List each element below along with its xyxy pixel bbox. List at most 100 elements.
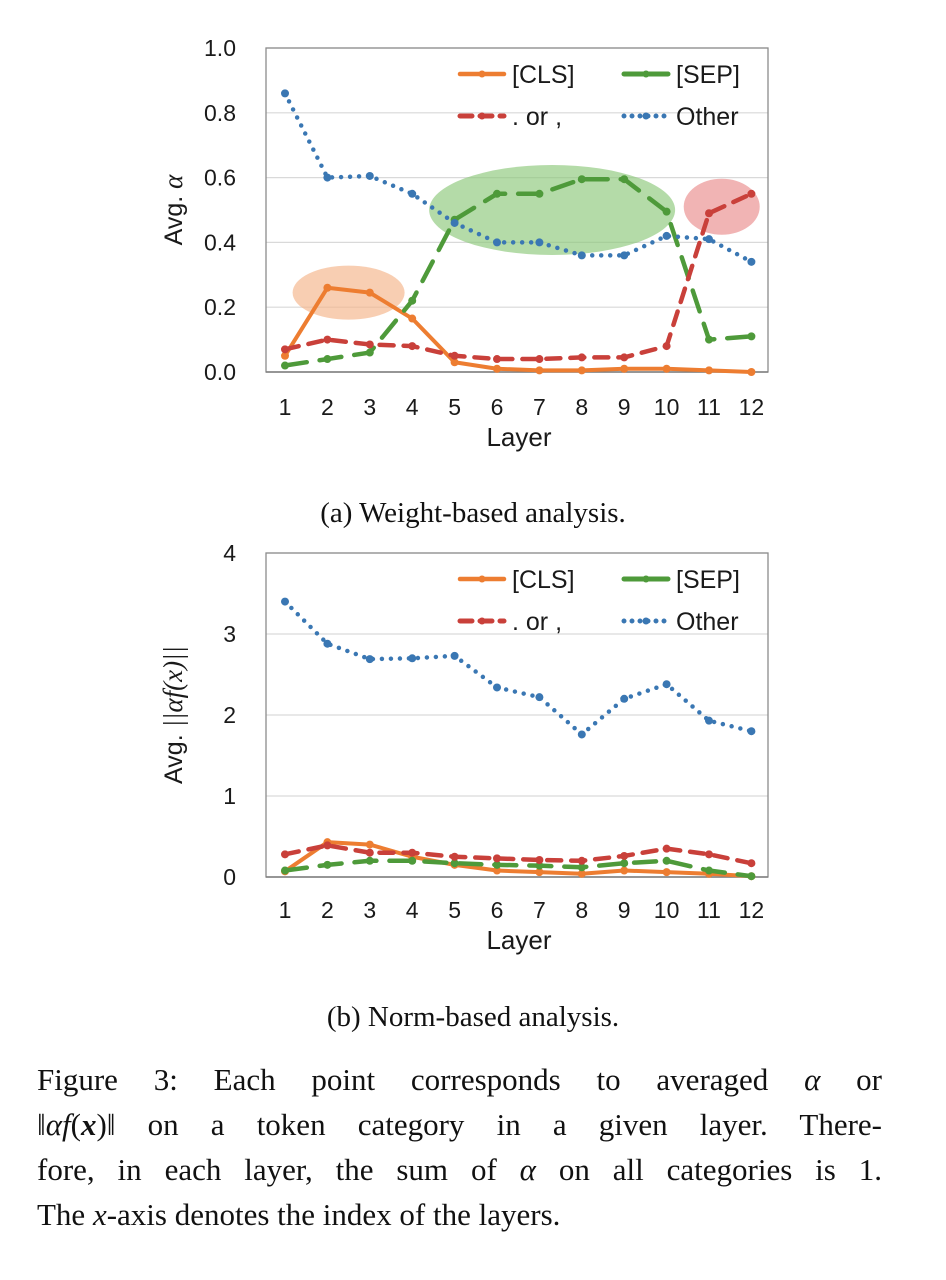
- series-line: [282, 858, 754, 879]
- data-point: [493, 189, 501, 198]
- series-line: [283, 285, 754, 374]
- data-point: [747, 727, 756, 736]
- data-point: [577, 856, 586, 865]
- data-point: [323, 355, 332, 364]
- data-point: [662, 868, 671, 877]
- data-point: [323, 639, 332, 648]
- x-tick-label: 9: [618, 897, 631, 923]
- legend-marker: [642, 112, 650, 120]
- caption-line-3: fore, in each layer, the sum of α on all…: [37, 1147, 882, 1192]
- x-tick-label: 2: [321, 897, 334, 923]
- data-point: [662, 856, 671, 865]
- data-point: [450, 358, 459, 367]
- data-point: [365, 171, 374, 180]
- data-point: [408, 848, 417, 857]
- caption-text: on all categories is 1.: [535, 1152, 883, 1187]
- x-tick-label: 1: [279, 394, 292, 420]
- y-axis-label: Avg. α: [158, 174, 188, 246]
- data-point: [747, 859, 756, 868]
- data-point: [408, 342, 417, 351]
- figure-charts: 0.00.20.40.60.81.01 2 3 4 5 6 7 8 9 10 11 12LayerAv…: [158, 35, 769, 955]
- y-tick-label: 0.0: [204, 359, 236, 385]
- data-point: [535, 189, 544, 198]
- data-point: [662, 231, 671, 240]
- y-tick-label: 4: [223, 540, 236, 566]
- y-tick-label: 1: [223, 783, 236, 809]
- x-tick-label: 10: [654, 897, 680, 923]
- data-point: [620, 364, 629, 373]
- caption-math: x: [80, 1107, 97, 1142]
- data-point: [620, 175, 629, 184]
- x-tick-label: 7: [533, 394, 546, 420]
- subcaption-a: (a) Weight-based analysis.: [320, 497, 626, 529]
- data-point: [535, 868, 544, 877]
- series-line: [282, 599, 754, 737]
- data-point: [323, 335, 332, 344]
- x-tick-label: 6: [491, 897, 504, 923]
- data-point: [662, 844, 671, 853]
- series-line: [282, 843, 754, 866]
- data-point: [493, 238, 501, 247]
- legend-marker: [478, 112, 486, 120]
- legend-marker: [478, 70, 486, 78]
- highlight-ellipse: [292, 265, 405, 320]
- data-point: [620, 851, 629, 860]
- data-point: [577, 353, 586, 362]
- data-point: [281, 850, 289, 859]
- data-point: [365, 840, 374, 849]
- data-point: [577, 863, 586, 872]
- data-point: [535, 861, 544, 870]
- data-point: [535, 238, 544, 247]
- y-axis-label: Avg. ||αf(x)||: [158, 646, 188, 784]
- data-point: [281, 866, 289, 875]
- x-tick-label: 8: [575, 897, 588, 923]
- data-point: [323, 283, 332, 292]
- series-line: [283, 840, 754, 879]
- legend: [CLS] [SEP] . or , Other: [457, 61, 740, 131]
- data-point: [450, 852, 459, 861]
- y-tick-label: 0.6: [204, 165, 236, 191]
- data-point: [408, 856, 417, 865]
- data-point: [705, 866, 713, 875]
- data-point: [365, 340, 374, 349]
- y-tick-label: 0.4: [204, 229, 236, 255]
- data-point: [281, 351, 289, 360]
- y-tick-label: 0: [223, 864, 236, 890]
- data-point: [493, 683, 501, 692]
- data-point: [408, 296, 417, 305]
- data-point: [620, 251, 629, 260]
- data-point: [662, 364, 671, 373]
- data-point: [365, 856, 374, 865]
- legend-label: [CLS]: [512, 566, 575, 594]
- x-tick-label: 10: [654, 394, 680, 420]
- subcaption-b: (b) Norm-based analysis.: [326, 1001, 620, 1033]
- data-point: [620, 859, 629, 868]
- caption-line-4: The x-axis denotes the index of the laye…: [37, 1192, 882, 1237]
- data-point: [705, 850, 713, 859]
- legend-label: [SEP]: [676, 61, 740, 89]
- caption-math: α: [804, 1062, 821, 1097]
- data-point: [705, 209, 713, 218]
- data-point: [747, 368, 756, 376]
- highlight-ellipse: [429, 165, 676, 255]
- x-tick-label: 12: [739, 394, 765, 420]
- y-tick-label: 0.2: [204, 294, 236, 320]
- caption-text: The: [37, 1197, 93, 1232]
- y-tick-label: 2: [223, 702, 236, 728]
- data-point: [662, 207, 671, 216]
- x-tick-label: 12: [739, 897, 765, 923]
- x-tick-label: 2: [321, 394, 334, 420]
- caption-math: α: [519, 1152, 536, 1187]
- data-point: [365, 848, 374, 857]
- x-tick-label: 3: [363, 394, 376, 420]
- data-point: [281, 89, 289, 98]
- x-tick-label: 11: [697, 394, 721, 420]
- data-point: [577, 730, 586, 739]
- caption-math: x: [92, 1197, 107, 1232]
- data-point: [365, 655, 374, 664]
- data-point: [662, 342, 671, 351]
- data-point: [705, 366, 713, 375]
- caption-line-1: Figure 3: Each point corresponds to aver…: [37, 1057, 882, 1102]
- data-point: [577, 251, 586, 260]
- caption-text: Figure 3: Each point corresponds to aver…: [37, 1062, 805, 1097]
